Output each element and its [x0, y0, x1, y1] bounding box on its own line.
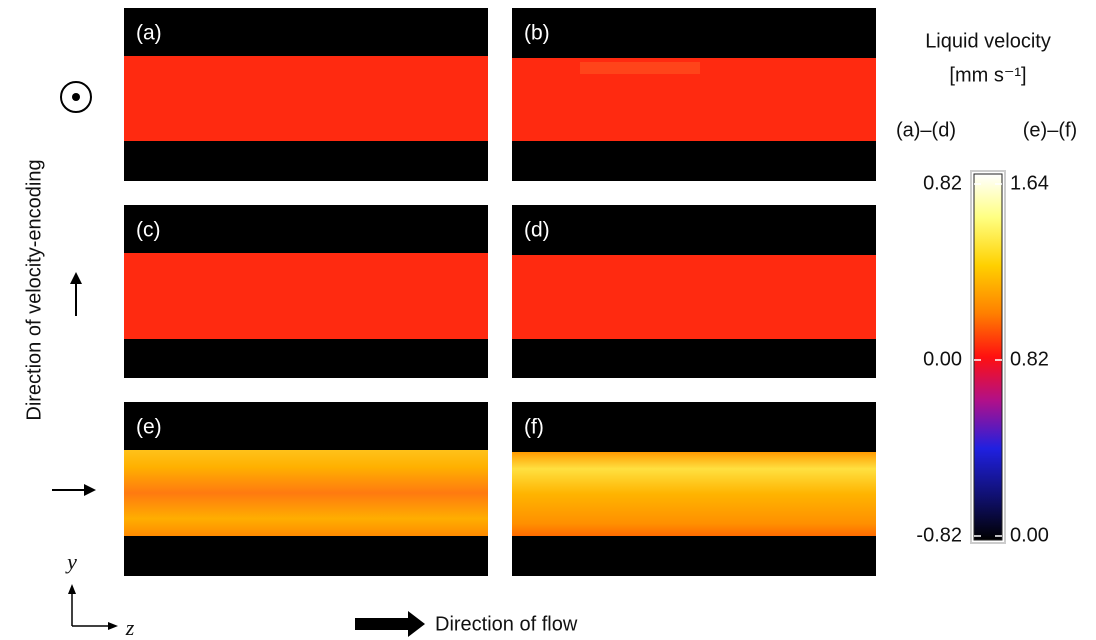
colorbar-tick-label: 0.00: [923, 348, 962, 370]
panel-label: (e): [136, 416, 162, 439]
coordinate-axes: [68, 584, 118, 630]
panel-label: (f): [524, 416, 544, 439]
colorbar-tick-label: 0.00: [1010, 524, 1049, 546]
colorbar-left-label: (a)–(d): [896, 119, 956, 141]
right-arrow: [52, 484, 96, 496]
flow-arrow: [355, 611, 425, 637]
out-of-plane-symbol: [61, 82, 91, 112]
panel: (c): [124, 205, 488, 378]
panel: (e): [124, 402, 488, 576]
colorbar-unit: [mm s⁻¹]: [949, 64, 1026, 86]
panel: (a): [124, 8, 488, 181]
z-axis-label: z: [125, 615, 135, 640]
panel: (f): [512, 402, 876, 576]
panel: (d): [512, 205, 876, 378]
panel-label: (d): [524, 219, 550, 242]
flow-label: Direction of flow: [435, 613, 578, 635]
colorbar-tick-label: 0.82: [923, 172, 962, 194]
colorbar: [974, 174, 1002, 540]
up-arrow: [70, 272, 82, 316]
y-axis-label: y: [65, 549, 77, 574]
panel-label: (b): [524, 22, 550, 45]
panel: (b): [512, 8, 876, 181]
colorbar-tick-label: 1.64: [1010, 172, 1049, 194]
colorbar-tick-label: -0.82: [916, 524, 962, 546]
encoding-label: Direction of velocity-encoding: [23, 159, 45, 420]
colorbar-right-label: (e)–(f): [1023, 119, 1077, 141]
panel-label: (a): [136, 22, 162, 45]
figure: (a) (b) (c) (d) (e) (f) Direction of vel…: [0, 0, 1096, 640]
panel-label: (c): [136, 219, 161, 242]
colorbar-tick-label: 0.82: [1010, 348, 1049, 370]
colorbar-title: Liquid velocity: [925, 30, 1051, 52]
